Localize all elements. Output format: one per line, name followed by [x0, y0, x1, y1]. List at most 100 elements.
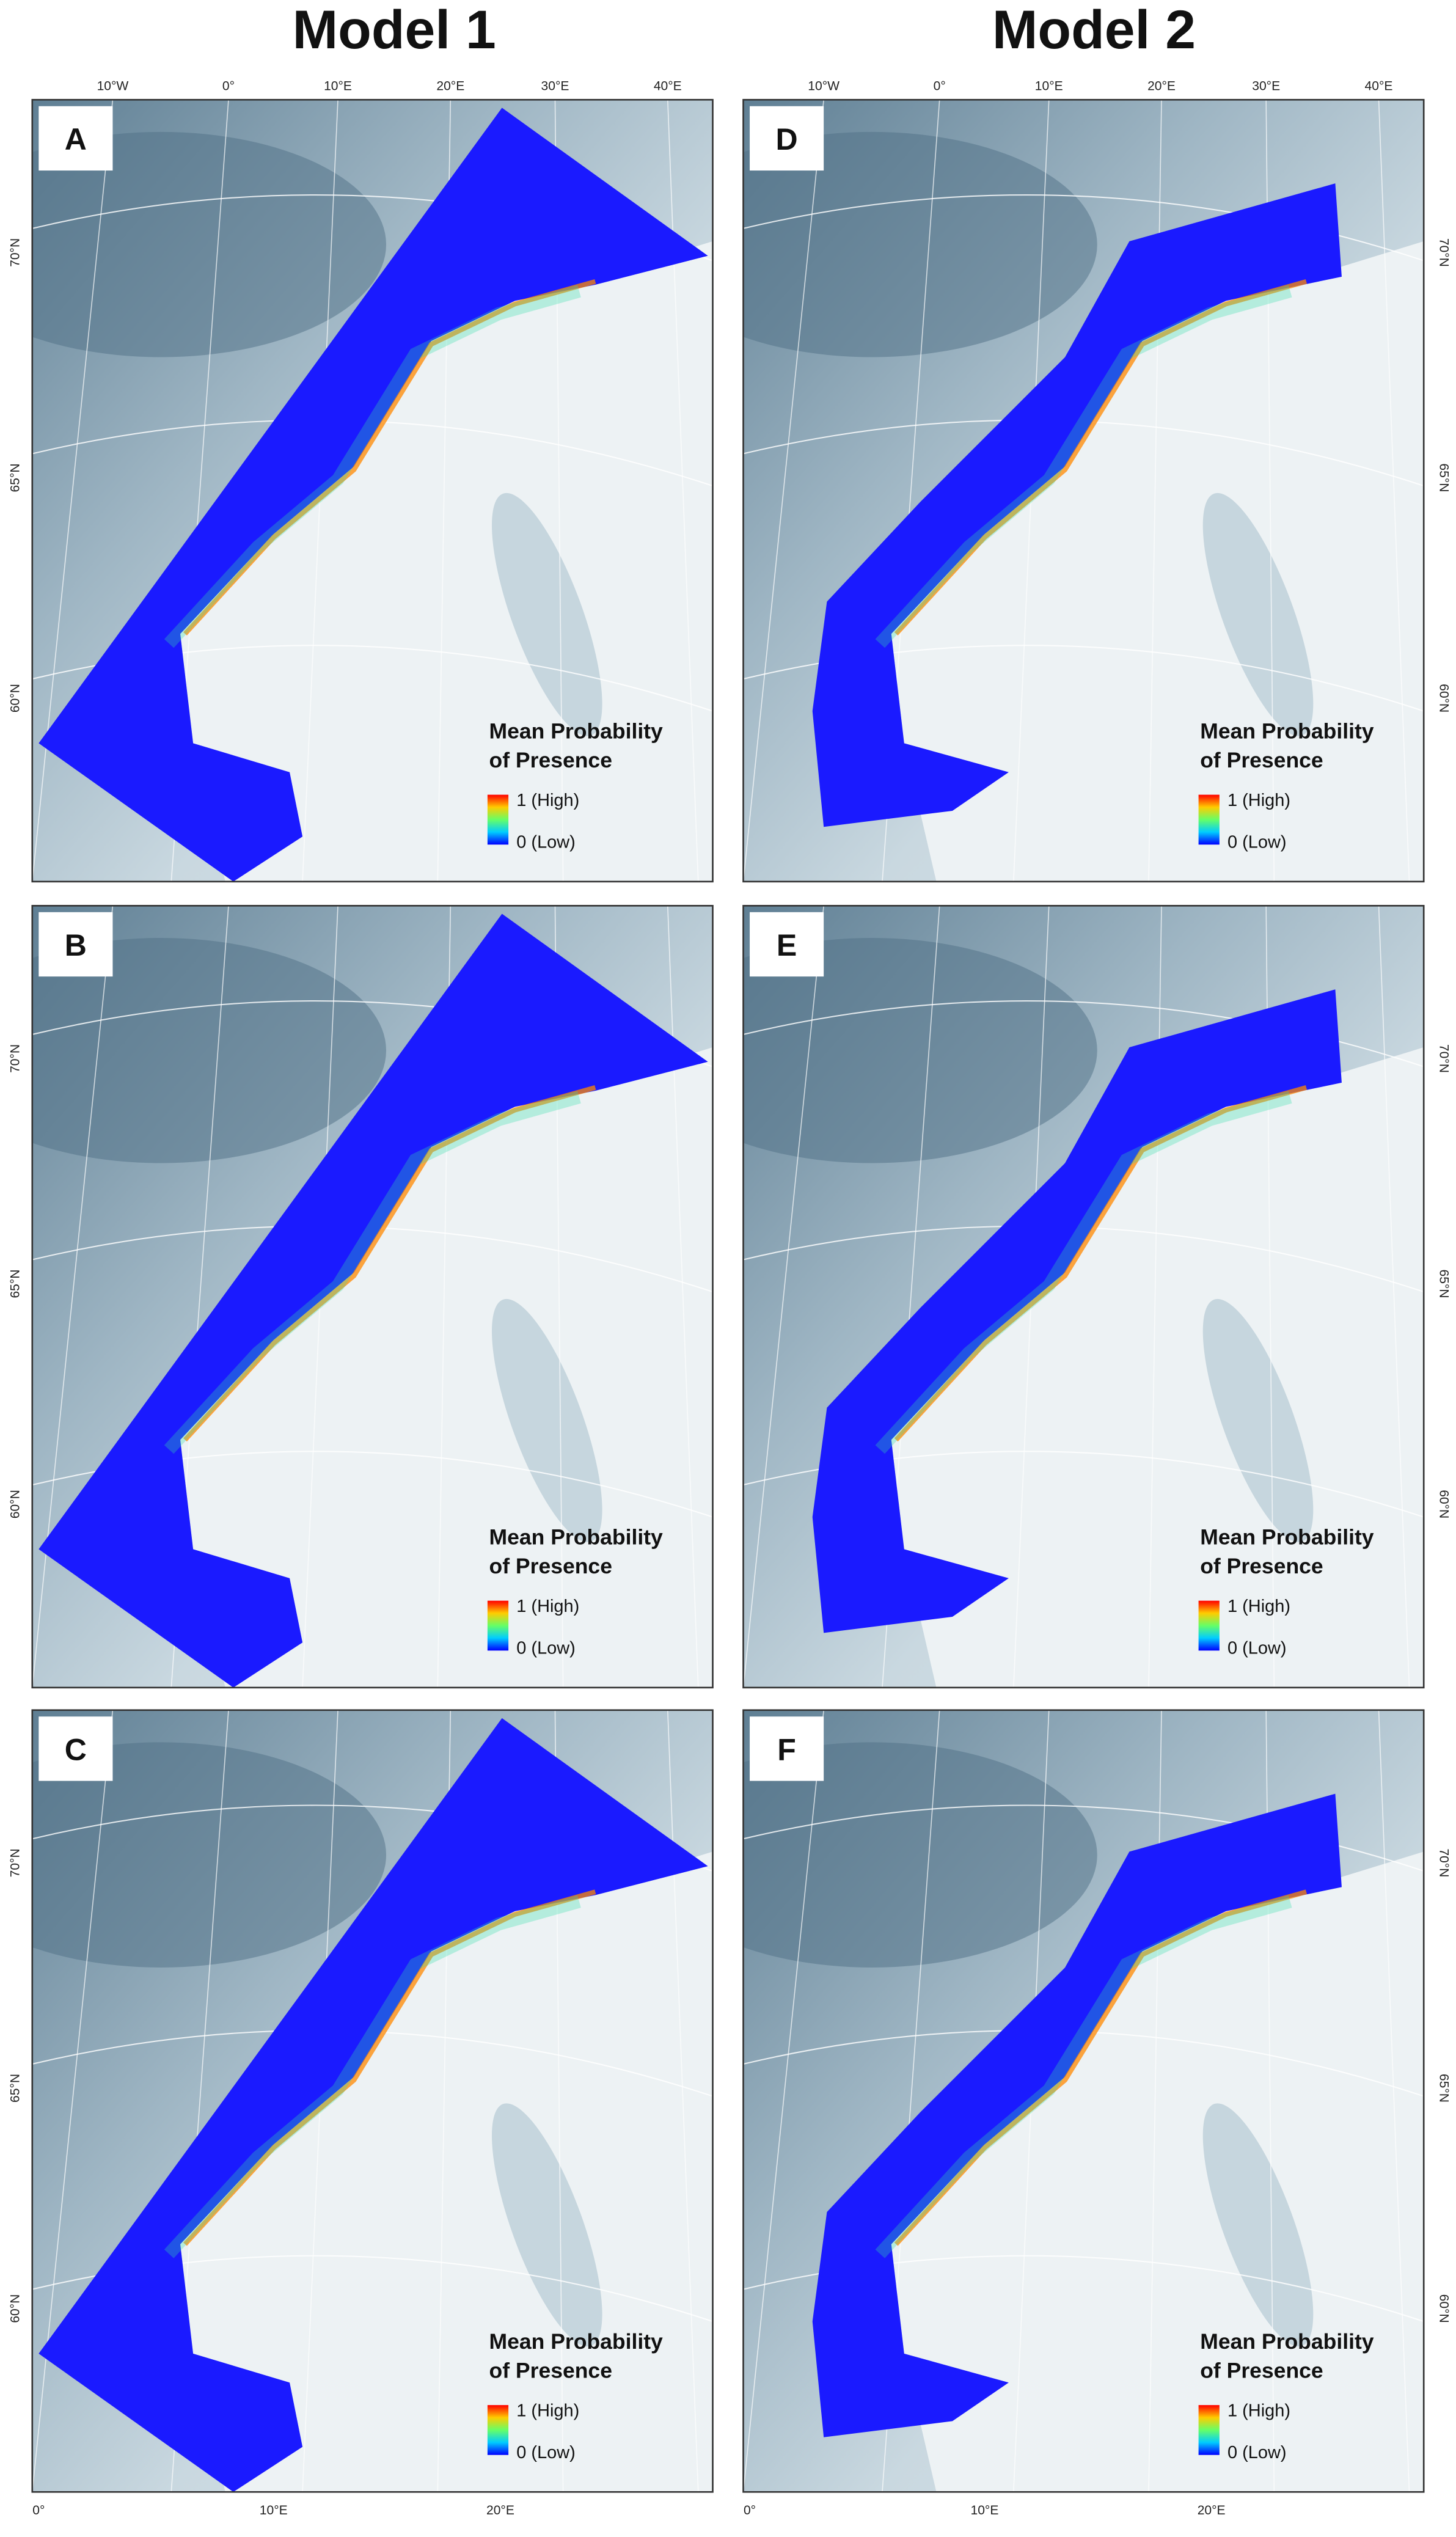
deep-basin [743, 938, 1097, 1163]
legend-title: of Presence [1200, 748, 1323, 772]
longitude-label: 40°E [1365, 79, 1393, 93]
panel-frame [31, 904, 714, 1689]
latitude-label: 60°N [9, 2294, 23, 2323]
latitude-label: 60°N [1437, 1490, 1451, 1518]
longitude-label: 40°E [654, 79, 682, 93]
high-probability-band [183, 279, 596, 636]
deep-basin [32, 938, 386, 1163]
latitude-label: 60°N [9, 684, 23, 712]
legend-ramp [487, 794, 509, 845]
latitude-label: 60°N [1437, 684, 1451, 712]
legend-title: of Presence [489, 1554, 612, 1578]
longitude-label: 0° [744, 2503, 756, 2517]
mid-probability-band [875, 1895, 1292, 2258]
deep-basin [32, 1742, 386, 1968]
latitude-label: 70°N [1437, 238, 1451, 267]
panel-frame [742, 1709, 1425, 2493]
longitude-label: 30°E [541, 79, 569, 93]
graticule [743, 1710, 824, 2492]
legend-low: 0 (Low) [516, 2443, 576, 2462]
graticule [32, 100, 114, 882]
baltic-sea [492, 2103, 602, 2347]
legend-high: 1 (High) [516, 1597, 579, 1616]
legend-title: Mean Probability [489, 1525, 664, 1550]
longitude-label: 20°E [436, 79, 464, 93]
high-probability-band [183, 1085, 596, 1442]
longitude-label: 10°E [260, 2503, 288, 2517]
longitude-label: 10°W [97, 79, 129, 93]
column-title: Model 1 [293, 0, 496, 60]
longitude-label: 10°E [324, 79, 352, 93]
legend-ramp [487, 2405, 509, 2455]
latitude-label: 65°N [1437, 1269, 1451, 1298]
legend-ramp [1198, 2405, 1220, 2455]
legend-low: 0 (Low) [516, 833, 576, 852]
legend-high: 1 (High) [516, 791, 579, 810]
legend-low: 0 (Low) [516, 1639, 576, 1658]
panel-label: B [65, 928, 87, 962]
panel-label-box [38, 1716, 113, 1781]
latitude-label: 65°N [1437, 2074, 1451, 2103]
panel-frame [742, 904, 1425, 1689]
panel-label-box [750, 912, 824, 977]
model-extent [812, 989, 1342, 1633]
panel-label: C [65, 1732, 87, 1766]
graticule [743, 906, 824, 1688]
legend-title: of Presence [489, 748, 612, 772]
graticule [32, 906, 114, 1688]
mid-probability-band [875, 1091, 1292, 1454]
high-probability-band [894, 1889, 1308, 2246]
map-body [32, 100, 713, 882]
latitude-label: 70°N [9, 1044, 23, 1073]
legend-title: Mean Probability [489, 2329, 664, 2354]
legend-high: 1 (High) [1227, 791, 1290, 810]
latitude-label: 65°N [9, 2074, 23, 2103]
panel-label: D [776, 122, 798, 156]
panel-label: A [65, 122, 87, 156]
model-extent [812, 1793, 1342, 2437]
legend-title: of Presence [1200, 1554, 1323, 1578]
map-panel: D Mean Probability of Presence 1 (High) 0 (L… [742, 79, 1451, 883]
map-body [743, 1710, 1424, 2492]
mid-probability-band [164, 1091, 581, 1454]
graticule [32, 1710, 114, 2492]
map-panel: A Mean Probability of Presence 1 (High) 0 (L… [9, 79, 714, 883]
legend-title: Mean Probability [489, 719, 664, 743]
map-body [743, 100, 1424, 882]
high-probability-band [894, 279, 1308, 636]
panel-frame [742, 98, 1425, 883]
longitude-label: 20°E [1147, 79, 1176, 93]
graticule [1378, 906, 1410, 1688]
map-body [743, 906, 1424, 1688]
baltic-sea [1202, 1298, 1314, 1542]
legend-low: 0 (Low) [1227, 2443, 1287, 2462]
baltic-sea [492, 492, 602, 736]
deep-basin [743, 1742, 1097, 1968]
legend-high: 1 (High) [1227, 1597, 1290, 1616]
latitude-label: 65°N [9, 463, 23, 492]
panel-label: F [777, 1732, 796, 1766]
map-panel: C Mean Probability of Presence 1 (High) 0 (L… [9, 1709, 714, 2517]
map-body [32, 1710, 713, 2492]
longitude-label: 20°E [1198, 2503, 1226, 2517]
latitude-label: 70°N [1437, 1848, 1451, 1877]
high-probability-band [894, 1085, 1308, 1442]
deep-basin [743, 131, 1097, 357]
legend-high: 1 (High) [1227, 2401, 1290, 2421]
map-panel: E Mean Probability of Presence 1 (High) 0 (L… [742, 904, 1451, 1689]
map-panel: B Mean Probability of Presence 1 (High) 0 (L… [9, 904, 714, 1689]
latitude-label: 70°N [9, 238, 23, 267]
panel-frame [31, 1709, 714, 2493]
panel-frame [31, 98, 714, 883]
panel-label-box [38, 912, 113, 977]
longitude-label: 10°E [1035, 79, 1063, 93]
legend-title: of Presence [1200, 2358, 1323, 2382]
graticule [1148, 100, 1162, 882]
graticule [1148, 1710, 1162, 2492]
high-probability-band [183, 1889, 596, 2246]
graticule [743, 100, 824, 882]
mid-probability-band [164, 285, 581, 648]
baltic-sea [1202, 492, 1314, 736]
panel-label: E [777, 928, 797, 962]
